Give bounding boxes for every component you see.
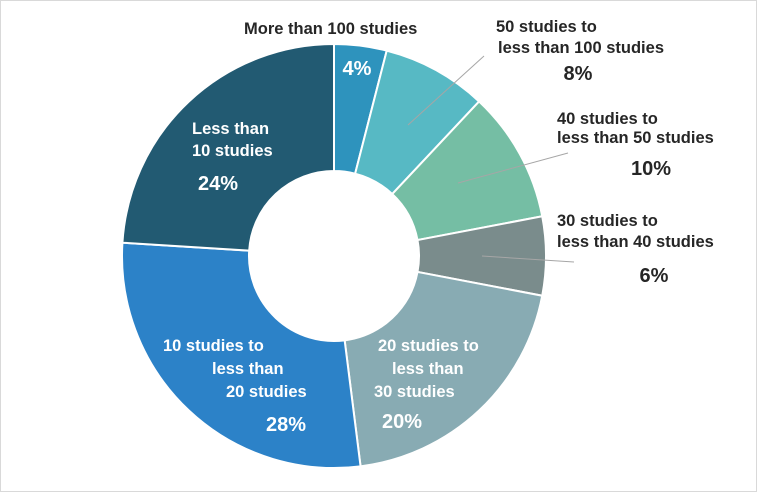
slice-label-less-than-10: Less than 10 studies [192, 120, 274, 160]
donut-slices [121, 42, 547, 469]
slice-10-to-20 [121, 241, 362, 469]
slice-pct-10-to-20: 28% [266, 414, 306, 436]
slice-pct-20-to-30: 20% [382, 411, 422, 433]
slice-pct-50-to-100: 8% [564, 63, 593, 85]
slice-less-than-10 [121, 42, 335, 252]
slice-label-20-to-30: 20 studies to less than 30 studies [374, 337, 483, 401]
slice-label-40-to-50: 40 studies to less than 50 studies [557, 110, 714, 147]
slice-pct-30-to-40: 6% [640, 265, 669, 287]
slice-label-50-to-100: 50 studies to less than 100 studies [496, 18, 664, 57]
slice-label-10-to-20: 10 studies to less than 20 studies [163, 337, 307, 401]
slice-label-30-to-40: 30 studies to less than 40 studies [557, 212, 714, 251]
leader-50-to-100 [407, 55, 485, 126]
slice-label-more-than-100: More than 100 studies [244, 20, 417, 38]
slice-pct-less-than-10: 24% [198, 173, 238, 195]
leader-30-to-40 [481, 255, 575, 263]
leader-40-to-50 [457, 152, 569, 184]
slice-pct-more-than-100: 4% [343, 58, 372, 80]
leader-lines [407, 55, 575, 263]
slice-20-to-30 [343, 270, 544, 468]
slice-pct-40-to-50: 10% [631, 158, 671, 180]
